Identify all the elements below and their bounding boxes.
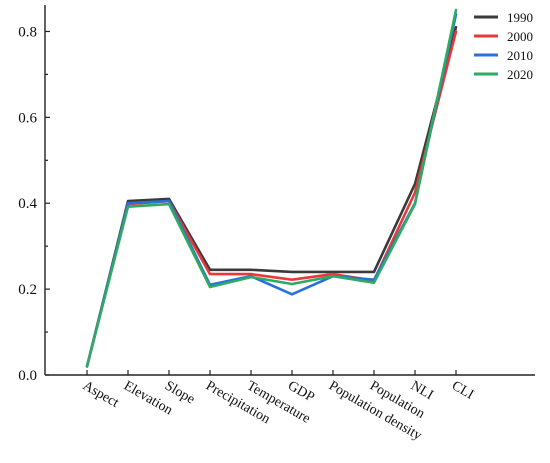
x-tick-label: CLI <box>449 378 476 402</box>
y-tick-group: 0.0 0.2 0.4 0.6 0.8 <box>18 24 50 384</box>
legend-label-2010: 2010 <box>507 48 533 63</box>
series-line-1990 <box>85 25 458 368</box>
legend-label-2020: 2020 <box>507 67 533 82</box>
y-tick-label: 0.8 <box>18 24 37 40</box>
legend-label-1990: 1990 <box>507 10 533 25</box>
y-tick-label: 0.4 <box>18 196 37 212</box>
x-tick-label: Aspect <box>80 378 121 410</box>
series-line-2000 <box>85 30 458 368</box>
y-tick-label: 0.6 <box>18 110 37 126</box>
series-group <box>85 8 458 368</box>
legend: 1990 2000 2010 2020 <box>474 10 533 82</box>
y-tick-label: 0.0 <box>18 368 37 384</box>
y-tick-label: 0.2 <box>18 282 37 298</box>
legend-label-2000: 2000 <box>507 29 533 44</box>
series-line-2020 <box>85 8 458 368</box>
series-line-2010 <box>85 13 458 368</box>
